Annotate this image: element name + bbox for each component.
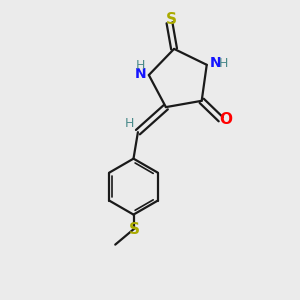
Text: H: H	[125, 117, 134, 130]
Text: N: N	[210, 56, 221, 70]
Text: O: O	[220, 112, 232, 127]
Text: S: S	[129, 222, 140, 237]
Text: H: H	[136, 59, 145, 72]
Text: N: N	[135, 67, 146, 81]
Text: S: S	[165, 12, 176, 27]
Text: H: H	[219, 57, 229, 70]
